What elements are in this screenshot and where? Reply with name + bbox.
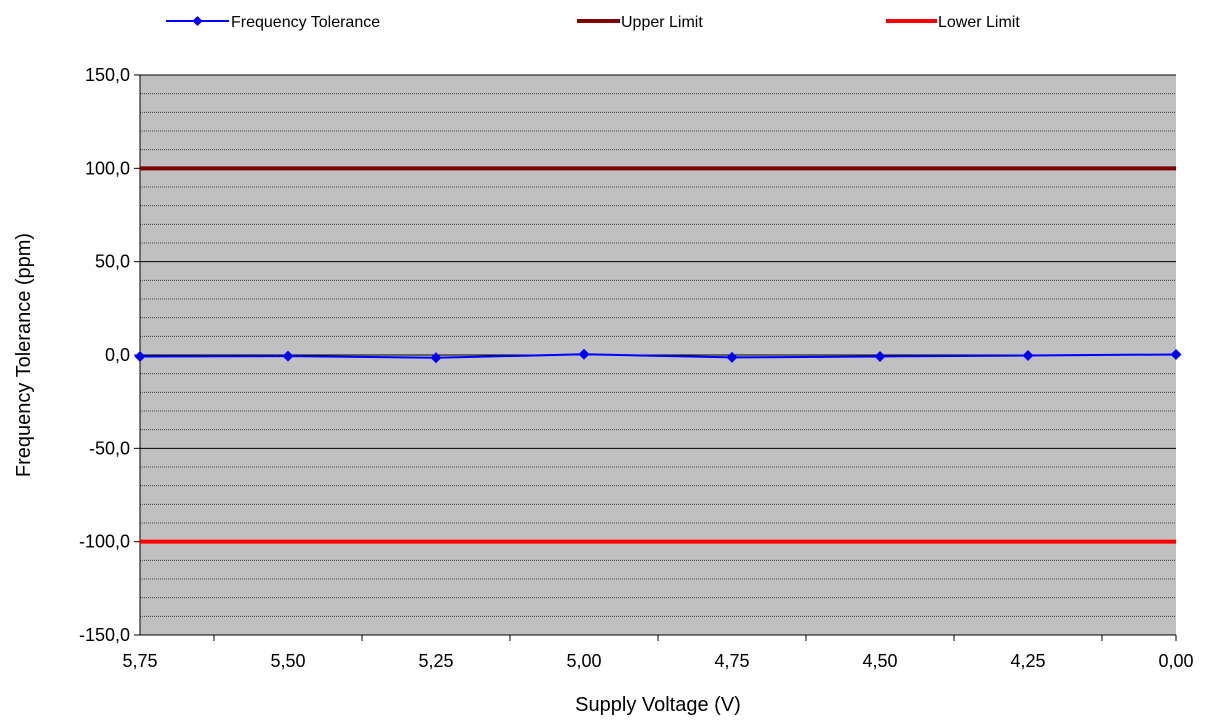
y-tick-label: -100,0 bbox=[79, 532, 130, 552]
y-tick-label: -150,0 bbox=[79, 625, 130, 645]
data-point-frequency-tolerance bbox=[726, 351, 738, 363]
x-tick-label: 5,50 bbox=[270, 651, 305, 671]
legend-label-upper-limit: Upper Limit bbox=[621, 14, 703, 31]
x-tick-label: 5,75 bbox=[122, 651, 157, 671]
data-point-frequency-tolerance bbox=[1170, 348, 1182, 360]
legend-label-frequency-tolerance: Frequency Tolerance bbox=[231, 14, 380, 31]
x-axis-title: Supply Voltage (V) bbox=[575, 694, 741, 716]
y-tick-label: 100,0 bbox=[85, 158, 130, 178]
x-tick-label: 4,75 bbox=[714, 651, 749, 671]
legend-marker-frequency-tolerance bbox=[192, 16, 203, 26]
legend-label-lower-limit: Lower Limit bbox=[938, 14, 1020, 31]
data-point-frequency-tolerance bbox=[430, 352, 442, 364]
legend: Frequency Tolerance Upper Limit Lower Li… bbox=[166, 14, 1020, 31]
data-point-frequency-tolerance bbox=[874, 350, 886, 362]
x-tick-label: 5,00 bbox=[566, 651, 601, 671]
legend-item-upper-limit: Upper Limit bbox=[577, 14, 703, 31]
x-tick-label: 4,25 bbox=[1010, 651, 1045, 671]
legend-item-lower-limit: Lower Limit bbox=[886, 14, 1020, 31]
data-point-frequency-tolerance bbox=[282, 350, 294, 362]
legend-item-frequency-tolerance: Frequency Tolerance bbox=[166, 14, 380, 31]
y-tick-label: 50,0 bbox=[95, 252, 130, 272]
series-layer bbox=[134, 166, 1182, 544]
y-tick-label: 0,0 bbox=[105, 345, 130, 365]
x-tick-label: 5,25 bbox=[418, 651, 453, 671]
ticks: -150,0 -100,0 -50,0 0,0 50,0 100,0 150,0 5,75 5,… bbox=[79, 65, 1194, 671]
data-point-frequency-tolerance bbox=[1022, 350, 1034, 362]
x-tick-label: 4,50 bbox=[862, 651, 897, 671]
series-line-frequency-tolerance bbox=[139, 353, 1177, 359]
data-point-frequency-tolerance bbox=[578, 348, 590, 360]
y-tick-label: 150,0 bbox=[85, 65, 130, 85]
y-axis-title: Frequency Tolerance (ppm) bbox=[13, 233, 35, 477]
y-tick-label: -50,0 bbox=[89, 438, 130, 458]
data-point-frequency-tolerance bbox=[134, 350, 146, 362]
x-tick-label: 0,00 bbox=[1158, 651, 1193, 671]
